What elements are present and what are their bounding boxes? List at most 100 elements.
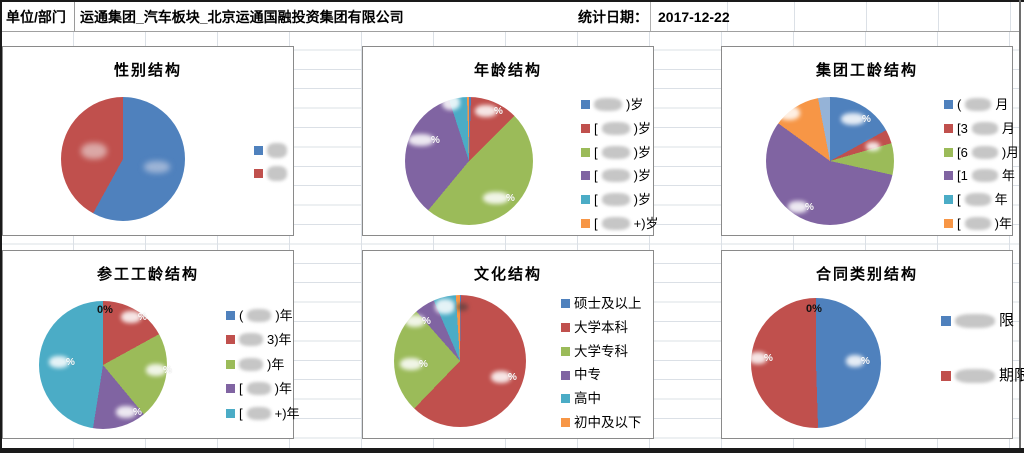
pie-age[interactable] xyxy=(405,97,533,225)
chart-title: 集团工龄结构 xyxy=(815,62,918,79)
legend-item[interactable]: [+)岁 xyxy=(581,217,659,230)
redacted-data-label: % xyxy=(491,371,517,383)
legend-item[interactable]: [)岁 xyxy=(581,145,651,159)
cell-border xyxy=(74,2,75,31)
redacted-data-label: % xyxy=(846,355,870,367)
redacted-data-label xyxy=(435,298,455,314)
legend-swatch xyxy=(581,100,590,109)
redacted-data-label: % xyxy=(788,201,814,213)
legend-swatch xyxy=(944,219,953,228)
redacted-legend-text xyxy=(955,313,995,328)
redacted-data-label xyxy=(866,141,880,151)
window-border-left xyxy=(0,0,2,453)
legend-swatch xyxy=(561,346,570,356)
redacted-legend-text xyxy=(965,98,992,111)
redacted-data-label xyxy=(442,94,460,110)
legend-swatch xyxy=(944,123,953,133)
legend-item[interactable]: 期限 xyxy=(941,368,1024,383)
redacted-data-label: % xyxy=(475,105,503,117)
redacted-data-label xyxy=(81,143,107,159)
redacted-legend-text xyxy=(267,143,287,158)
redacted-legend-text xyxy=(601,145,630,159)
redacted-data-label: % xyxy=(749,352,773,364)
legend-swatch xyxy=(561,418,570,428)
legend-swatch xyxy=(254,146,263,155)
legend-swatch xyxy=(226,335,235,345)
redacted-legend-text xyxy=(239,333,263,347)
redacted-legend-text xyxy=(964,217,991,230)
legend-item[interactable]: 初中及以下 xyxy=(561,416,642,430)
chart-age-structure[interactable]: 年龄结构 )岁 [)岁 [)岁 [)岁 [)岁 [+)岁%%% xyxy=(362,46,659,236)
legend-swatch xyxy=(254,169,263,178)
legend-item[interactable]: 3)年 xyxy=(226,333,292,347)
legend-item[interactable]: )年 xyxy=(226,357,284,371)
legend-swatch xyxy=(226,384,235,394)
legend-item[interactable]: [)岁 xyxy=(581,121,651,135)
chart-group-tenure-structure[interactable]: 集团工龄结构 (月 [3 月 [6)月 [1 年 [年 [)年%% xyxy=(721,46,1019,236)
legend-item[interactable]: [)岁 xyxy=(581,169,651,183)
pie-gender[interactable] xyxy=(61,97,185,221)
company-name-cell[interactable]: 运通集团_汽车板块_北京运通国融投资集团有限公司 xyxy=(80,8,404,25)
stat-date-value-cell[interactable]: 2017-12-22 xyxy=(658,8,730,25)
legend-item[interactable]: 大学本科 xyxy=(561,321,628,335)
legend-item[interactable]: [年 xyxy=(944,193,1008,207)
redacted-data-label: % xyxy=(146,364,172,376)
legend-swatch xyxy=(944,147,953,157)
redacted-legend-text xyxy=(601,193,630,207)
cell-border xyxy=(938,2,939,31)
cell-border xyxy=(1010,2,1011,31)
chart-work-tenure-structure[interactable]: 参工工龄结构 ()年 3)年)年 [)年 [+)年 0%%%%% xyxy=(2,250,300,439)
legend-item[interactable]: 限 xyxy=(941,313,1014,328)
legend-item[interactable]: [3 月 xyxy=(944,121,1015,135)
chart-contract-type-structure[interactable]: 合同类别结构 限期限 0%%% xyxy=(721,250,1024,439)
legend-item[interactable]: ()年 xyxy=(226,309,293,322)
redacted-data-label: % xyxy=(483,192,515,204)
redacted-legend-text xyxy=(246,406,271,420)
legend-item[interactable]: )岁 xyxy=(581,98,643,111)
redacted-legend-text xyxy=(971,121,998,135)
legend-swatch xyxy=(561,323,570,333)
legend-item[interactable]: [)年 xyxy=(226,382,292,396)
window-border-bottom xyxy=(0,448,1024,453)
redacted-legend-text xyxy=(971,169,998,183)
stat-date-label-cell[interactable]: 统计日期： xyxy=(578,8,648,25)
legend-item[interactable]: [)岁 xyxy=(581,193,651,207)
redacted-legend-text xyxy=(246,382,271,396)
legend-item[interactable]: 高中 xyxy=(561,392,601,406)
unit-label-cell[interactable]: 单位/部门 xyxy=(6,8,66,25)
legend-swatch xyxy=(226,408,235,418)
cell-border xyxy=(866,2,867,31)
legend-item[interactable] xyxy=(254,166,287,181)
redacted-data-label: % xyxy=(408,134,440,146)
chart-gender-structure[interactable]: 性别结构 xyxy=(2,46,294,236)
chart-title: 性别结构 xyxy=(113,62,182,79)
redacted-data-label: % xyxy=(49,356,75,368)
legend-item[interactable]: (月 xyxy=(944,98,1008,111)
legend-item[interactable]: 硕士及以上 xyxy=(561,297,642,311)
chart-education-structure[interactable]: 文化结构 硕士及以上 大学本科 大学专科 中专 高中 初中及以下%%% xyxy=(362,250,654,439)
chart-title: 合同类别结构 xyxy=(815,266,918,283)
legend-item[interactable]: [6)月 xyxy=(944,145,1019,159)
redacted-legend-text xyxy=(267,166,287,181)
legend-swatch xyxy=(226,359,235,369)
redacted-legend-text xyxy=(601,121,630,135)
legend-item[interactable] xyxy=(254,143,287,158)
legend-swatch xyxy=(561,299,570,309)
redacted-data-label: % xyxy=(121,311,147,323)
legend-swatch xyxy=(944,171,953,181)
legend-label: 大学专科 xyxy=(574,343,628,359)
chart-title: 年龄结构 xyxy=(473,62,542,79)
legend-swatch xyxy=(581,171,590,181)
legend-label: 中专 xyxy=(574,367,601,383)
legend-item[interactable]: [)年 xyxy=(944,217,1012,230)
legend-item[interactable]: 中专 xyxy=(561,368,601,382)
legend-swatch xyxy=(561,394,570,404)
legend-item[interactable]: 大学专科 xyxy=(561,345,628,359)
redacted-data-label: % xyxy=(405,315,431,327)
legend-label: 初中及以下 xyxy=(574,415,642,430)
legend-swatch xyxy=(944,100,953,109)
chart-title: 参工工龄结构 xyxy=(96,266,199,283)
legend-item[interactable]: [+)年 xyxy=(226,406,300,420)
legend-item[interactable]: [1 年 xyxy=(944,169,1015,183)
legend-swatch xyxy=(581,147,590,157)
